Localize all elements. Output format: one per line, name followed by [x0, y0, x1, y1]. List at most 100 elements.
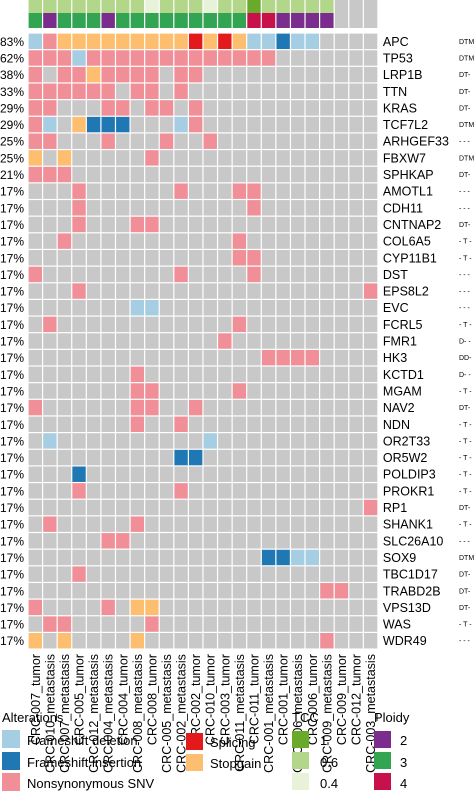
alteration-cell [261, 433, 276, 449]
alteration-cell [188, 316, 203, 333]
gene-label: FMR1 [383, 335, 417, 349]
alteration-cell [247, 616, 261, 632]
alteration-cell [261, 50, 276, 66]
annotation-label: - T - [459, 255, 472, 262]
ploidy-cell [363, 13, 378, 28]
alteration-cell [116, 50, 130, 66]
alteration-cell [159, 183, 174, 199]
alteration-cell [218, 100, 232, 116]
gene-label: OR2T33 [383, 434, 430, 448]
sample-label: CRC-005_tumor [73, 654, 87, 745]
legend-tcc-title: TCC [292, 710, 319, 725]
alteration-cell [232, 633, 247, 649]
alteration-cell [232, 300, 247, 316]
legend-stopgain-swatch [186, 754, 203, 771]
alteration-cell [28, 333, 42, 349]
alteration-cell [276, 150, 290, 166]
alteration-cell [101, 599, 115, 616]
alteration-cell [57, 366, 72, 383]
alteration-cell [101, 333, 115, 349]
ploidy-cell [72, 13, 86, 28]
percent-label: 17% [0, 434, 24, 448]
alteration-cell [86, 483, 101, 499]
gene-label: SPHKAP [383, 168, 434, 182]
alteration-cell [101, 449, 115, 466]
tcc-cell [247, 0, 261, 13]
alteration-cell [101, 300, 115, 316]
alteration-cell [174, 50, 188, 66]
legend-frameshift-insertion-swatch [2, 752, 20, 770]
alteration-cell [86, 33, 101, 50]
annotation-label: - - - [459, 638, 471, 645]
annotation-label: - - - [459, 205, 471, 212]
alteration-cell [72, 250, 86, 266]
alteration-cell [188, 383, 203, 399]
alteration-cell [232, 316, 247, 333]
annotation-label: - T - [459, 239, 472, 246]
alteration-cell [174, 633, 188, 649]
alteration-cell [130, 433, 145, 449]
alteration-cell [276, 316, 290, 333]
alteration-cell [86, 466, 101, 482]
alteration-cell [261, 333, 276, 349]
alteration-cell [218, 549, 232, 566]
alteration-cell [305, 399, 319, 416]
alteration-cell [261, 366, 276, 383]
alteration-cell [116, 283, 130, 299]
alteration-cell [320, 416, 334, 432]
legend-nonsynonymous-snv-label: Nonsynonymous SNV [27, 776, 154, 791]
alteration-cell [130, 416, 145, 432]
alteration-cell [130, 66, 145, 83]
gene-label: FBXW7 [383, 151, 426, 165]
annotation-label: - - - [459, 272, 471, 279]
alteration-cell [72, 333, 86, 349]
alteration-cell [291, 300, 305, 316]
alteration-cell [174, 599, 188, 616]
alteration-cell [28, 283, 42, 299]
percent-label: 17% [0, 534, 24, 548]
alteration-cell [145, 233, 159, 249]
alteration-cell [72, 116, 86, 133]
alteration-cell [320, 33, 334, 50]
alteration-cell [188, 33, 203, 50]
percent-labels: 83% 62% 38% 33% 29% 29% 25% 25% 21% 17% 17% 17% 17% 1… [0, 35, 24, 648]
alteration-cell [291, 116, 305, 133]
alteration-cell [334, 533, 349, 549]
alteration-cell [86, 300, 101, 316]
alteration-cell [334, 483, 349, 499]
alteration-cell [101, 66, 115, 83]
alteration-cell [334, 316, 349, 333]
annotation-label: DT- [459, 72, 471, 79]
alteration-cell [174, 166, 188, 183]
alteration-cell [247, 449, 261, 466]
alteration-cell [261, 533, 276, 549]
alteration-cell [349, 616, 363, 632]
alteration-cell [43, 66, 57, 83]
alteration-cell [145, 316, 159, 333]
alteration-cell [188, 83, 203, 99]
alteration-cell [363, 616, 378, 632]
alteration-cell [28, 349, 42, 366]
annotation-label: DTM [459, 155, 474, 162]
annotation-label: D- - [459, 339, 471, 346]
alteration-cell [43, 433, 57, 449]
alteration-cell [28, 399, 42, 416]
alteration-cell [320, 549, 334, 566]
alteration-cell [305, 449, 319, 466]
gene-label: TBC1D17 [383, 568, 438, 582]
alteration-cell [320, 316, 334, 333]
alteration-cell [101, 349, 115, 366]
legend-ploidy-3-label: 3 [400, 755, 407, 770]
percent-label: 17% [0, 484, 24, 498]
alteration-cell [247, 399, 261, 416]
alteration-cell [116, 183, 130, 199]
alteration-cell [218, 133, 232, 149]
alteration-cell [57, 483, 72, 499]
gene-label: COL6A5 [383, 235, 431, 249]
alteration-cell [101, 466, 115, 482]
alteration-cell [320, 499, 334, 516]
alteration-cell [188, 283, 203, 299]
alteration-cell [218, 399, 232, 416]
percent-label: 33% [0, 85, 24, 99]
alteration-cell [334, 466, 349, 482]
